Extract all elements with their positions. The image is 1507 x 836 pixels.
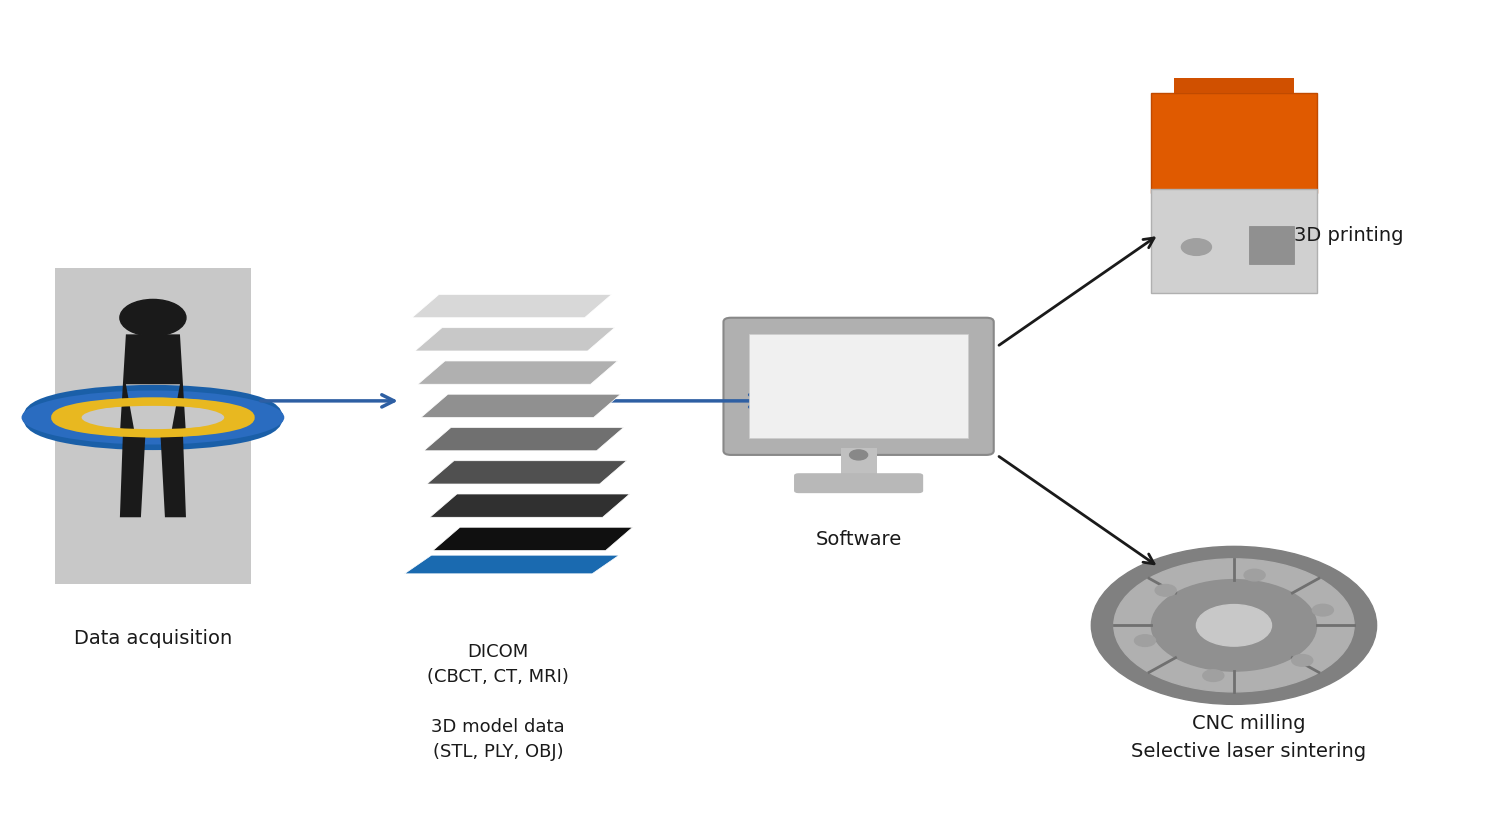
FancyBboxPatch shape	[794, 474, 924, 493]
Text: 3D printing: 3D printing	[1295, 226, 1403, 245]
Circle shape	[1156, 585, 1175, 596]
Polygon shape	[414, 329, 615, 352]
Circle shape	[1135, 635, 1156, 646]
Polygon shape	[160, 435, 185, 517]
Ellipse shape	[81, 405, 225, 431]
Circle shape	[121, 300, 185, 337]
Text: DICOM
(CBCT, CT, MRI)

3D model data
(STL, PLY, OBJ): DICOM (CBCT, CT, MRI) 3D model data (STL…	[428, 642, 570, 760]
Polygon shape	[411, 295, 612, 319]
Circle shape	[1151, 580, 1317, 671]
Circle shape	[1091, 547, 1376, 705]
FancyBboxPatch shape	[723, 319, 993, 456]
Ellipse shape	[56, 398, 250, 438]
Polygon shape	[121, 335, 185, 435]
Polygon shape	[433, 528, 633, 551]
Ellipse shape	[63, 402, 243, 434]
Circle shape	[1181, 239, 1212, 256]
Polygon shape	[404, 556, 619, 574]
FancyBboxPatch shape	[841, 449, 877, 481]
Polygon shape	[420, 395, 621, 418]
Circle shape	[850, 451, 868, 461]
FancyBboxPatch shape	[1151, 94, 1317, 194]
Circle shape	[1197, 605, 1272, 646]
Polygon shape	[426, 461, 627, 484]
Circle shape	[1313, 604, 1334, 616]
FancyBboxPatch shape	[56, 268, 250, 584]
FancyBboxPatch shape	[1174, 79, 1295, 94]
Circle shape	[1245, 569, 1264, 581]
Ellipse shape	[21, 391, 285, 445]
Polygon shape	[417, 361, 618, 385]
FancyBboxPatch shape	[1151, 190, 1317, 293]
Text: Software: Software	[815, 529, 901, 548]
FancyBboxPatch shape	[749, 335, 967, 439]
Circle shape	[1203, 670, 1224, 681]
Text: Data acquisition: Data acquisition	[74, 629, 232, 648]
Circle shape	[1291, 655, 1313, 666]
Polygon shape	[121, 435, 145, 517]
Circle shape	[1114, 559, 1355, 692]
Polygon shape	[429, 494, 630, 517]
Polygon shape	[423, 428, 624, 451]
Text: CNC milling
Selective laser sintering: CNC milling Selective laser sintering	[1132, 713, 1367, 760]
FancyBboxPatch shape	[1249, 227, 1295, 264]
